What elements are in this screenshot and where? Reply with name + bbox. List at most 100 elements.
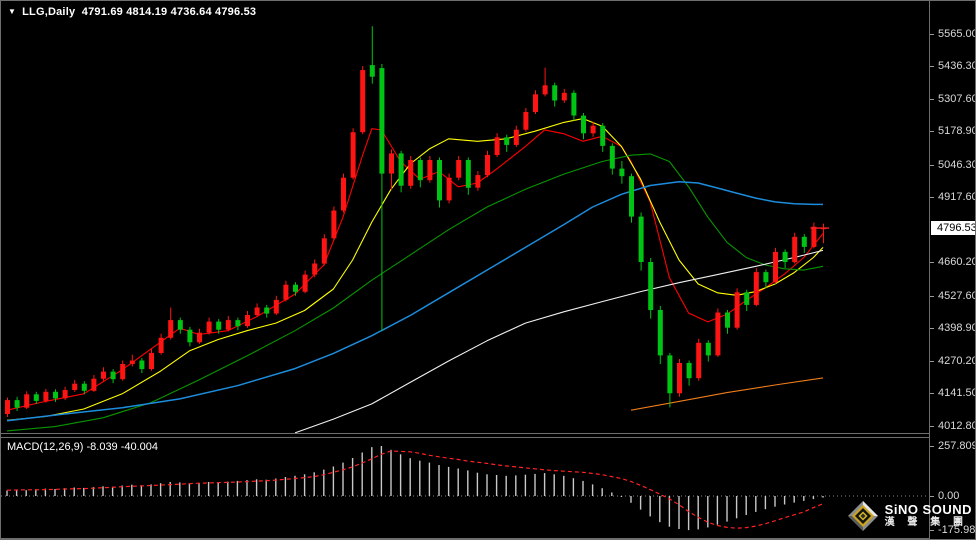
macd-indicator-name: MACD(12,26,9) — [7, 441, 84, 453]
candle-down — [629, 176, 634, 217]
macd-histogram-bar — [380, 446, 383, 496]
candle-up — [715, 312, 721, 356]
macd-histogram-bar — [419, 460, 421, 496]
candle-up — [91, 378, 97, 391]
macd-histogram-bar — [495, 475, 498, 496]
main-chart-canvas[interactable] — [1, 1, 929, 434]
macd-histogram-bar — [582, 480, 584, 496]
candle-down — [14, 400, 20, 408]
macd-histogram-bar — [726, 496, 728, 522]
candle-up — [590, 125, 596, 134]
candle-down — [609, 145, 615, 169]
brand-name-cn: 漢 聲 集 團 — [884, 517, 968, 528]
symbol-dropdown-icon[interactable]: ▼ — [8, 7, 17, 16]
ma-xxlong-orange — [630, 377, 824, 411]
macd-histogram-bar — [246, 480, 248, 496]
candle-down — [705, 342, 711, 356]
price-tick-mark — [930, 262, 934, 263]
macd-histogram-bar — [620, 496, 623, 497]
candle-up — [273, 299, 279, 314]
candle-down — [667, 355, 673, 394]
price-tick-label: 4660.20 — [938, 256, 976, 268]
candle-up — [225, 320, 231, 330]
candle-down — [648, 262, 654, 310]
candle-up — [350, 132, 356, 178]
ma-long-blue — [6, 180, 823, 422]
candle-down — [801, 236, 807, 247]
candle-down — [571, 92, 577, 116]
candle-up — [533, 94, 538, 112]
candle-up — [427, 160, 433, 181]
macd-histogram-bar — [332, 466, 335, 496]
macd-histogram-bar — [140, 485, 143, 496]
macd-histogram-bar — [697, 496, 699, 530]
macd-canvas[interactable] — [1, 438, 929, 538]
macd-histogram-bar — [572, 478, 575, 496]
main-chart-panel: ▼ LLG,Daily 4791.69 4814.19 4736.64 4796.… — [1, 1, 929, 434]
candle-up — [62, 390, 68, 399]
candle-down — [600, 125, 606, 146]
price-axis[interactable]: 4796.53 5565.00 5436.30 5307.60 5178.90 5046… — [929, 1, 976, 539]
macd-histogram-bar — [169, 482, 171, 496]
macd-histogram-bar — [198, 482, 200, 496]
macd-histogram-bar — [755, 496, 757, 512]
macd-histogram-bar — [505, 475, 507, 496]
candle-up — [542, 85, 548, 95]
macd-histogram-bar — [44, 488, 47, 496]
price-tick-mark — [930, 361, 934, 362]
symbol-label: LLG,Daily — [22, 6, 76, 18]
macd-histogram-bar — [515, 475, 517, 496]
candle-down — [657, 310, 663, 356]
macd-histogram-bar — [25, 490, 27, 496]
price-tick-mark — [930, 34, 934, 35]
candle-down — [235, 320, 241, 327]
macd-tick-label: 257.809 — [938, 440, 976, 452]
macd-histogram-bar — [428, 462, 431, 496]
macd-histogram-bar — [179, 482, 181, 496]
macd-histogram-bar — [803, 496, 805, 501]
price-tick-mark — [930, 393, 934, 394]
macd-histogram-bar — [188, 483, 191, 496]
macd-histogram-bar — [409, 458, 411, 496]
macd-histogram-bar — [303, 474, 306, 496]
ohlc-values: 4791.69 4814.19 4736.64 4796.53 — [81, 6, 257, 18]
candle-down — [763, 272, 769, 283]
candle-up — [494, 137, 500, 155]
price-tick-mark — [930, 296, 934, 297]
macd-histogram-bar — [207, 482, 210, 496]
candle-down — [177, 320, 183, 330]
macd-signal-line — [6, 450, 824, 529]
macd-histogram-bar — [35, 489, 37, 496]
macd-histogram-bar — [678, 496, 680, 529]
candle-up — [753, 272, 759, 305]
macd-histogram-bar — [687, 496, 690, 531]
macd-histogram-bar — [630, 496, 632, 503]
macd-histogram-bar — [745, 496, 747, 515]
price-tick-label: 4012.80 — [938, 420, 976, 432]
candle-down — [552, 85, 558, 101]
candle-up — [734, 292, 740, 328]
macd-histogram-bar — [812, 496, 815, 500]
macd-histogram-bar — [361, 452, 363, 496]
candle-up — [120, 364, 126, 380]
macd-histogram-bar — [707, 496, 709, 528]
panel-separator[interactable] — [1, 433, 929, 438]
candle-down — [465, 160, 471, 188]
macd-tick-mark — [930, 530, 934, 531]
candle-up — [446, 177, 452, 201]
candle-down — [744, 292, 750, 305]
macd-histogram-bar — [438, 465, 440, 496]
macd-histogram-bar — [553, 474, 555, 496]
macd-histogram-bar — [467, 470, 469, 496]
macd-histogram-bar — [313, 472, 315, 496]
candle-up — [773, 251, 778, 283]
macd-histogram-bar — [390, 449, 392, 496]
price-tick-label: 5307.60 — [938, 93, 976, 105]
price-tick-label: 4270.20 — [938, 355, 976, 367]
ma-mid-yellow — [6, 118, 824, 421]
candle-down — [81, 383, 87, 391]
candle-up — [158, 337, 164, 353]
brand-name: SiNO SOUND — [884, 502, 972, 517]
candle-up — [523, 112, 529, 130]
